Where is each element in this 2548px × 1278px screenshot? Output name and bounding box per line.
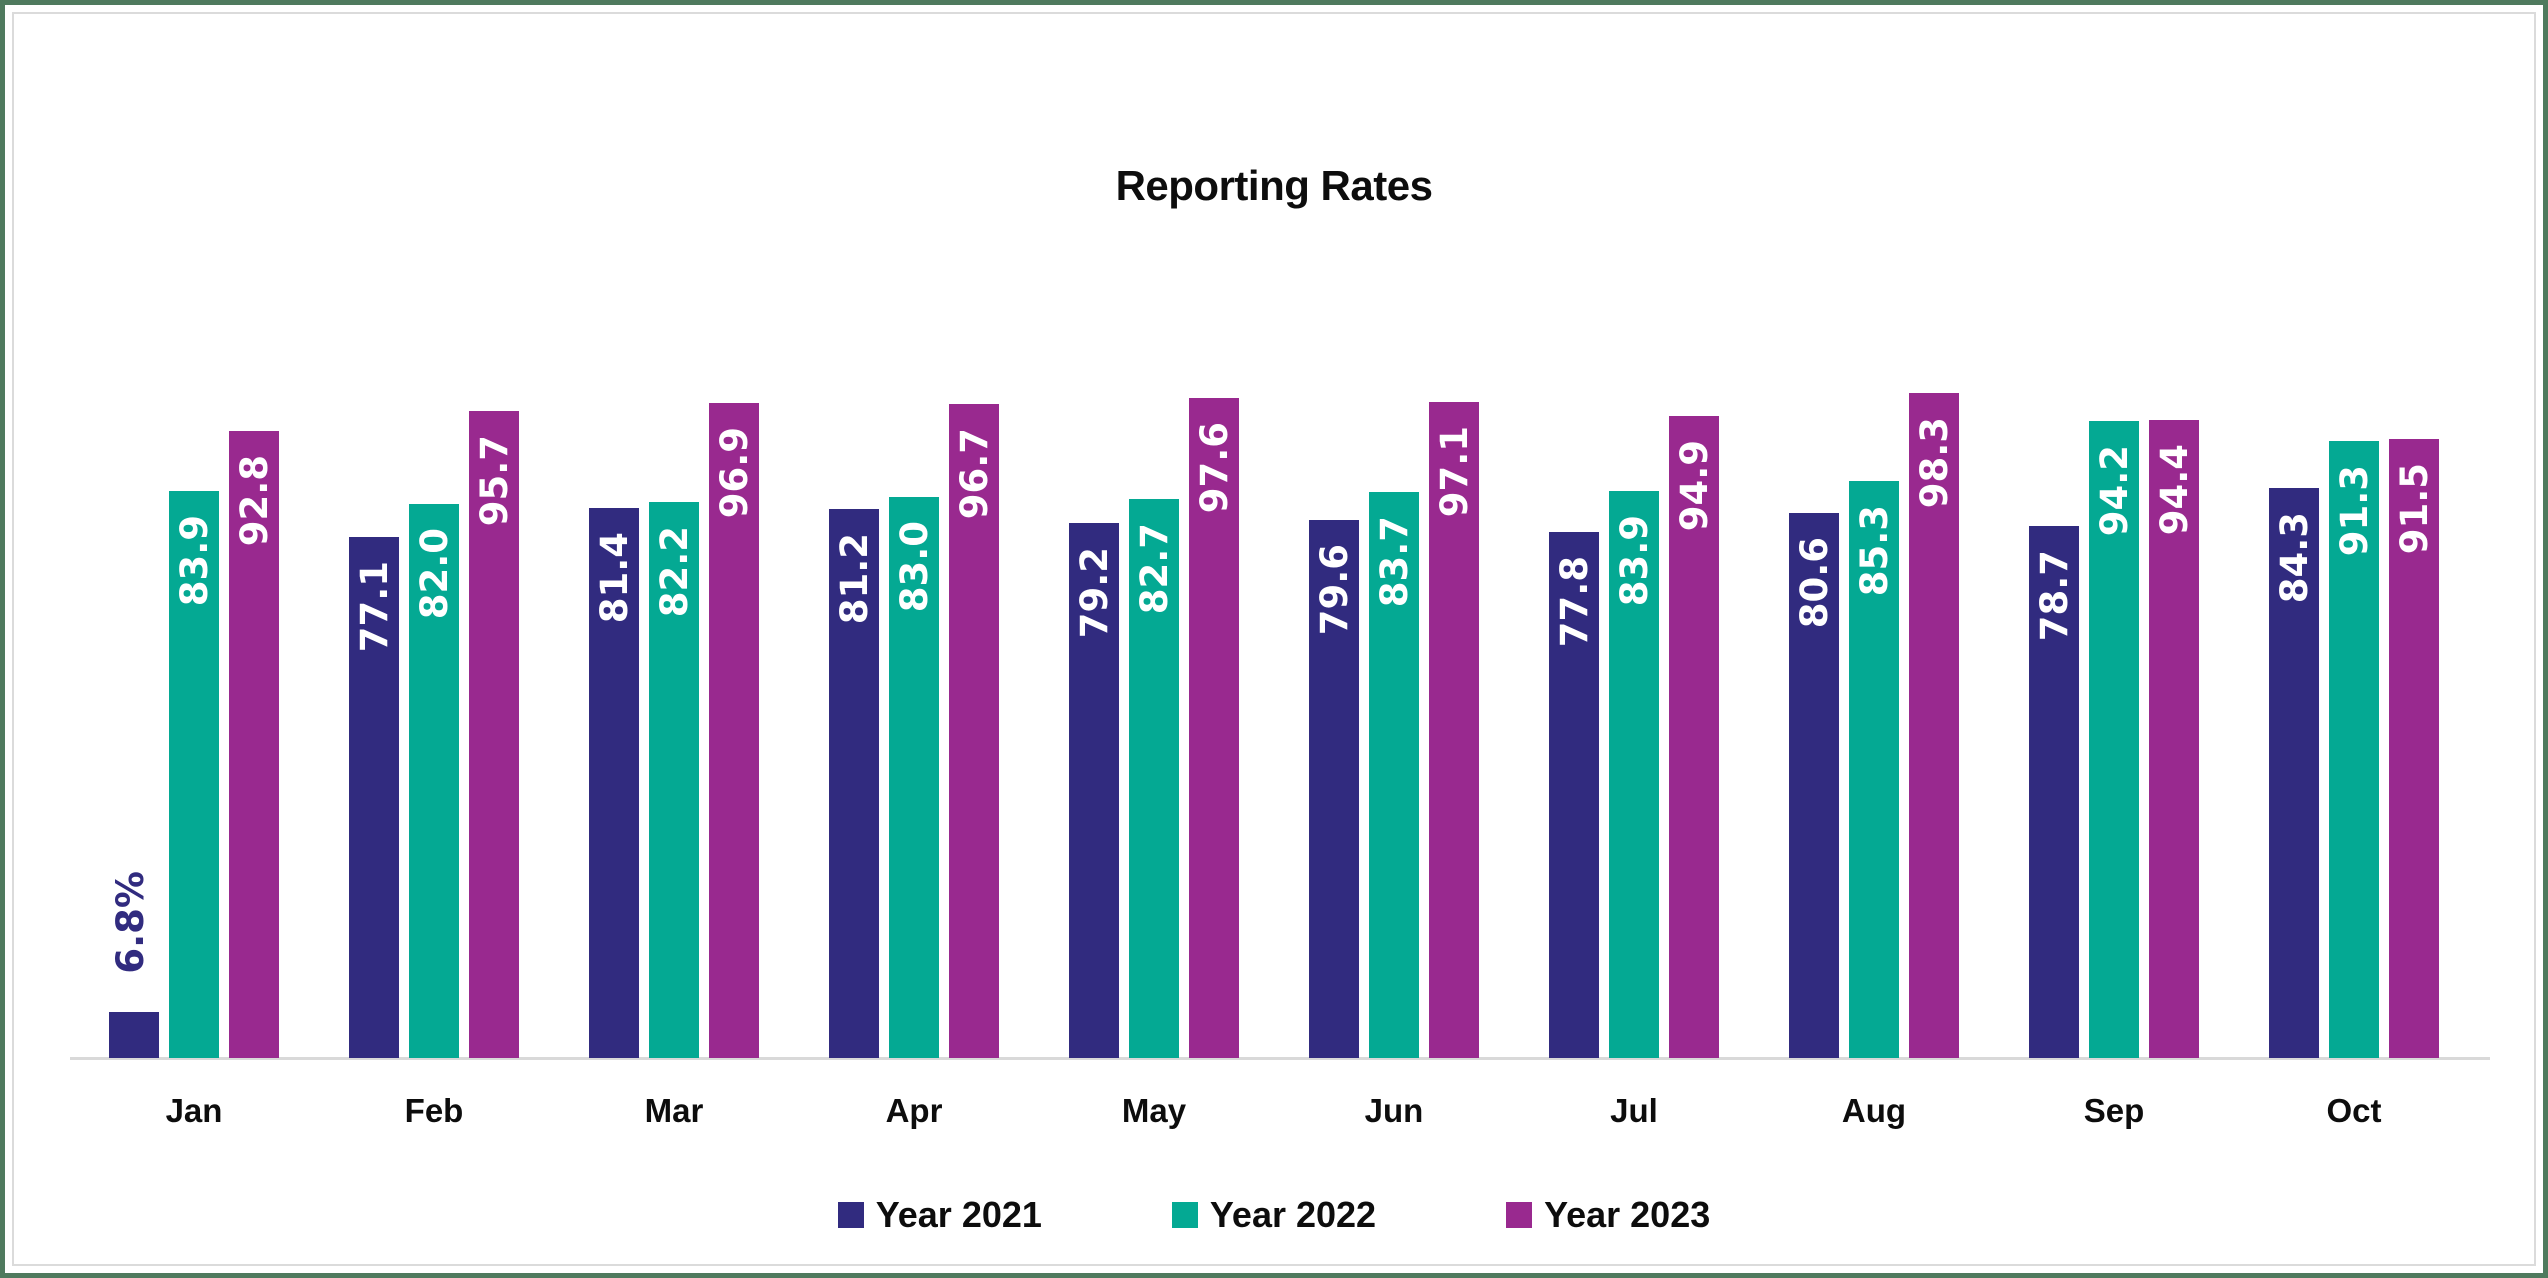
bar-value-label: 96.9 — [712, 427, 756, 519]
bar-year-2021-apr: 81.2 — [829, 509, 879, 1058]
x-axis-label-apr: Apr — [885, 1092, 943, 1129]
x-axis-label-aug: Aug — [1841, 1092, 1907, 1129]
bar-year-2023-jul: 94.9 — [1669, 416, 1719, 1058]
bar-year-2023-may: 97.6 — [1189, 398, 1239, 1058]
x-axis-label-jan: Jan — [165, 1092, 223, 1129]
bar-value-label: 79.6 — [1312, 544, 1356, 636]
bar-value-label: 80.6 — [1792, 537, 1836, 629]
bar-year-2023-oct: 91.5 — [2389, 439, 2439, 1058]
x-axis-label-jul: Jul — [1610, 1092, 1658, 1129]
bar-value-label: 81.4 — [592, 532, 636, 624]
bar-year-2023-jun: 97.1 — [1429, 402, 1479, 1058]
bar-value-label: 97.1 — [1432, 426, 1476, 518]
bar-value-label: 83.9 — [172, 515, 216, 607]
bar-year-2023-apr: 96.7 — [949, 404, 999, 1058]
legend-swatch-icon — [1171, 1202, 1198, 1228]
x-axis-label-mar: Mar — [644, 1092, 704, 1129]
legend-item-year-2022: Year 2022 — [1171, 1194, 1377, 1236]
bar-year-2023-aug: 98.3 — [1909, 393, 1959, 1058]
legend-label: Year 2023 — [1544, 1194, 1711, 1235]
bar-year-2021-mar: 81.4 — [589, 508, 639, 1058]
legend-item-year-2023: Year 2023 — [1506, 1194, 1710, 1236]
bar-value-label: 83.9 — [1612, 515, 1656, 607]
bar-year-2021-oct: 84.3 — [2269, 488, 2319, 1058]
bar-year-2022-feb: 82.0 — [409, 504, 459, 1058]
bar-year-2022-aug: 85.3 — [1849, 481, 1899, 1058]
bar-value-label: 77.8 — [1552, 556, 1596, 648]
bar-value-label: 84.3 — [2272, 512, 2316, 604]
bar-value-label: 91.3 — [2332, 465, 2376, 557]
legend-label: Year 2022 — [1209, 1194, 1377, 1235]
legend-swatch-icon — [837, 1202, 864, 1228]
bar-year-2021-may: 79.2 — [1069, 523, 1119, 1058]
legend: Year 2021 Year 2022 Year 2023 — [14, 1194, 2534, 1236]
bar-value-label: 96.7 — [952, 428, 996, 520]
bar-value-label: 91.5 — [2392, 463, 2436, 555]
x-axis-line — [70, 1057, 2490, 1060]
x-axis-label-may: May — [1121, 1092, 1187, 1129]
bar-value-label: 92.8 — [232, 455, 276, 547]
bar-year-2021-sep: 78.7 — [2029, 526, 2079, 1058]
bar-year-2022-jun: 83.7 — [1369, 492, 1419, 1058]
bar-year-2021-jul: 77.8 — [1549, 532, 1599, 1058]
x-axis-label-jun: Jun — [1364, 1092, 1424, 1129]
bar-value-label: 78.7 — [2032, 550, 2076, 642]
bar-value-label: 94.4 — [2152, 444, 2196, 536]
bar-year-2023-sep: 94.4 — [2149, 420, 2199, 1058]
bar-year-2023-jan: 92.8 — [229, 431, 279, 1058]
bar-value-label: 85.3 — [1852, 505, 1896, 597]
bar-value-label: 98.3 — [1912, 417, 1956, 509]
bar-year-2022-sep: 94.2 — [2089, 421, 2139, 1058]
bar-year-2022-jan: 83.9 — [169, 491, 219, 1058]
legend-label: Year 2021 — [875, 1194, 1042, 1235]
bar-value-label: 6.8% — [109, 871, 152, 974]
bar-year-2021-feb: 77.1 — [349, 537, 399, 1058]
legend-swatch-icon — [1506, 1202, 1533, 1228]
bar-value-label: 81.2 — [832, 533, 876, 625]
bar-value-label: 95.7 — [472, 435, 516, 527]
bar-year-2022-apr: 83.0 — [889, 497, 939, 1058]
x-axis-label-feb: Feb — [404, 1092, 464, 1129]
bar-year-2022-oct: 91.3 — [2329, 441, 2379, 1058]
bar-value-label: 79.2 — [1072, 547, 1116, 639]
bar-year-2022-mar: 82.2 — [649, 502, 699, 1058]
bar-value-label: 82.0 — [412, 528, 456, 620]
chart-title: Reporting Rates — [1115, 162, 1433, 209]
bar-value-label: 94.2 — [2092, 445, 2136, 537]
bar-year-2022-may: 82.7 — [1129, 499, 1179, 1058]
x-axis-label-oct: Oct — [2326, 1092, 2382, 1129]
bar-value-label: 97.6 — [1192, 422, 1236, 514]
legend-item-year-2021: Year 2021 — [837, 1194, 1042, 1236]
bar-year-2021-jun: 79.6 — [1309, 520, 1359, 1058]
bar-year-2023-mar: 96.9 — [709, 403, 759, 1058]
bar-year-2021-jan — [109, 1012, 159, 1058]
bar-value-label: 83.0 — [892, 521, 936, 613]
bar-value-label: 94.9 — [1672, 440, 1716, 532]
bar-year-2022-jul: 83.9 — [1609, 491, 1659, 1058]
bar-value-label: 77.1 — [352, 561, 396, 653]
bar-year-2021-aug: 80.6 — [1789, 513, 1839, 1058]
x-axis-label-sep: Sep — [2083, 1092, 2145, 1129]
plot-area: 6.8% 83.9 92.8 Jan 77.1 82.0 95.7 Feb 81.4 82.2 96… — [14, 14, 2534, 1264]
bar-value-label: 82.2 — [652, 526, 696, 618]
chart-canvas: Reporting Rates 6.8% 83.9 92.8 Jan 77.1 82.0 9… — [12, 12, 2536, 1266]
bar-year-2023-feb: 95.7 — [469, 411, 519, 1058]
bar-value-label: 83.7 — [1372, 516, 1416, 608]
bar-value-label: 82.7 — [1132, 523, 1176, 615]
